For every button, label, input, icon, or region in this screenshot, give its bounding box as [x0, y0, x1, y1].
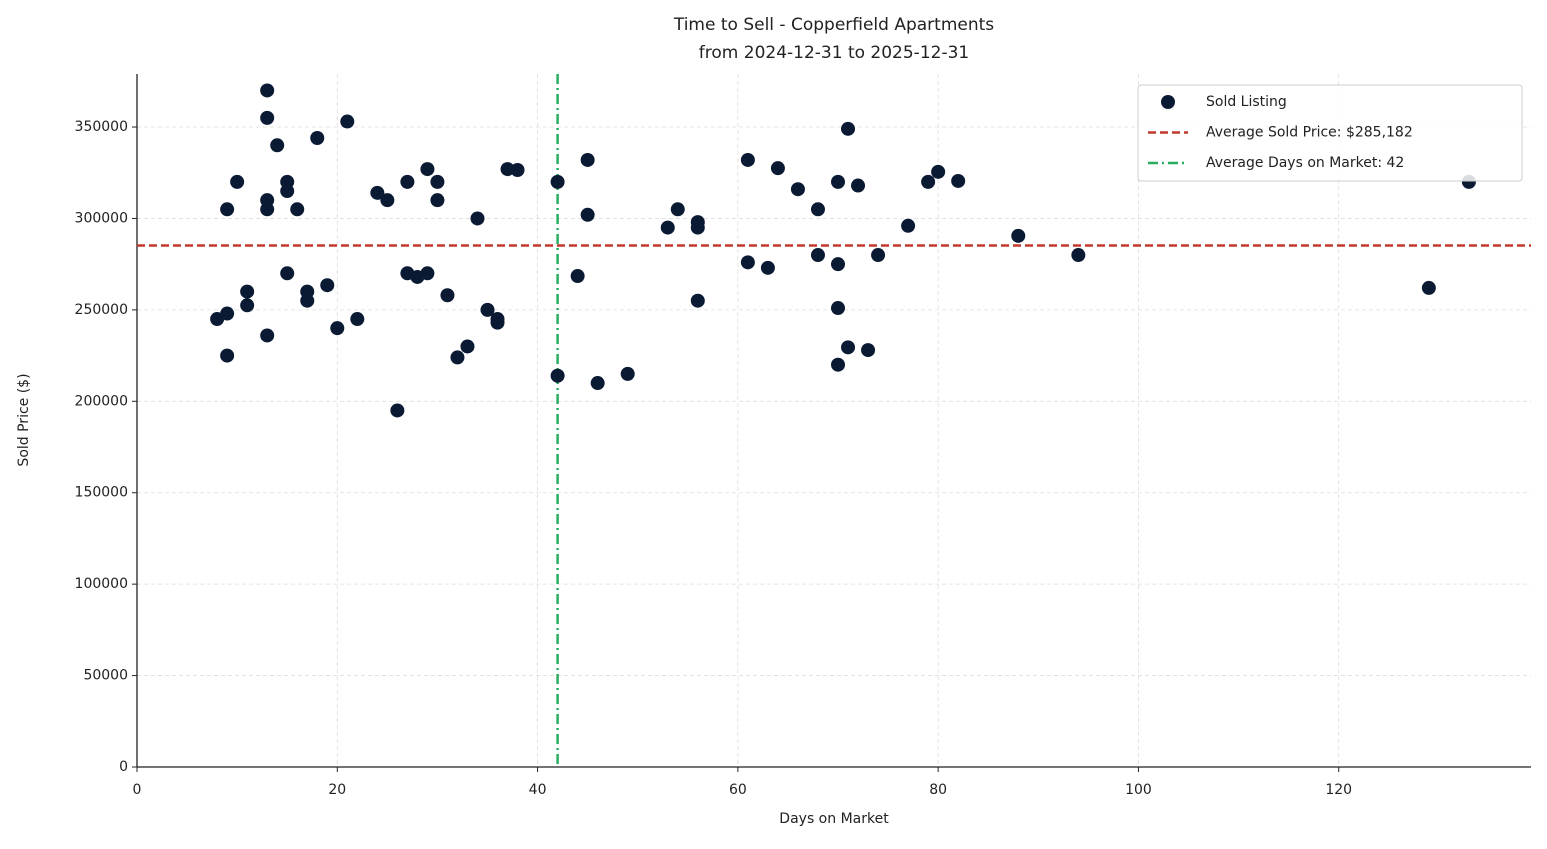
- legend-label: Average Days on Market: 42: [1206, 155, 1404, 171]
- point: [931, 164, 946, 179]
- point: [380, 193, 395, 208]
- point: [480, 302, 495, 317]
- legend-box: [1137, 84, 1523, 182]
- legend-marker: [1161, 95, 1175, 109]
- point: [430, 193, 445, 208]
- point: [1011, 228, 1026, 243]
- point: [590, 376, 605, 391]
- point: [760, 260, 775, 275]
- point: [770, 161, 785, 176]
- legend-label: Average Sold Price: $285,182: [1206, 125, 1413, 141]
- point: [330, 321, 345, 336]
- point: [580, 207, 595, 222]
- point: [831, 301, 846, 316]
- point: [220, 202, 235, 217]
- y-axis-label: Sold Price ($): [16, 373, 32, 466]
- point: [550, 368, 565, 383]
- y-tick-label: 300000: [75, 210, 128, 226]
- point: [240, 284, 255, 299]
- point: [740, 152, 755, 167]
- point: [350, 312, 365, 327]
- point: [901, 218, 916, 233]
- point: [1071, 248, 1086, 263]
- point: [921, 174, 936, 189]
- point: [690, 220, 705, 235]
- point: [470, 211, 485, 226]
- y-tick-label: 100000: [75, 576, 128, 592]
- point: [831, 174, 846, 189]
- point: [450, 350, 465, 365]
- y-tick-label: 250000: [75, 302, 128, 318]
- point: [570, 269, 585, 284]
- point: [1421, 280, 1436, 295]
- point: [310, 130, 325, 145]
- x-tick-label: 40: [529, 782, 547, 798]
- point: [420, 162, 435, 177]
- point: [230, 174, 245, 189]
- point: [280, 184, 295, 199]
- point: [690, 293, 705, 308]
- point: [260, 328, 275, 343]
- point: [810, 202, 825, 217]
- point: [260, 202, 275, 217]
- point: [810, 248, 825, 263]
- point: [300, 293, 315, 308]
- point: [460, 339, 475, 354]
- point: [841, 340, 856, 355]
- point: [340, 114, 355, 129]
- y-tick-label: 0: [119, 759, 128, 775]
- point: [490, 315, 505, 330]
- chart-subtitle: from 2024-12-31 to 2025-12-31: [699, 43, 969, 63]
- point: [320, 278, 335, 293]
- point: [851, 178, 866, 193]
- point: [580, 152, 595, 167]
- point: [510, 162, 525, 177]
- point: [861, 343, 876, 358]
- point: [740, 255, 755, 270]
- point: [430, 174, 445, 189]
- point: [370, 185, 385, 200]
- point: [260, 110, 275, 125]
- point: [670, 202, 685, 217]
- x-tick-label: 60: [729, 782, 747, 798]
- y-tick-label: 200000: [75, 393, 128, 409]
- point: [871, 248, 886, 263]
- point: [831, 257, 846, 272]
- x-tick-label: 20: [328, 782, 346, 798]
- point: [420, 266, 435, 281]
- y-tick-label: 50000: [83, 668, 128, 684]
- y-tick-label: 150000: [75, 485, 128, 501]
- point: [831, 357, 846, 372]
- x-tick-label: 80: [929, 782, 947, 798]
- point: [951, 173, 966, 188]
- point: [440, 288, 455, 303]
- point: [500, 162, 515, 177]
- point: [290, 202, 305, 217]
- point: [240, 298, 255, 313]
- point: [620, 366, 635, 381]
- x-tick-label: 120: [1325, 782, 1352, 798]
- x-tick-label: 100: [1125, 782, 1152, 798]
- point: [260, 83, 275, 98]
- point: [660, 220, 675, 235]
- point: [790, 182, 805, 197]
- point: [550, 174, 565, 189]
- chart-title: Time to Sell - Copperfield Apartments: [673, 15, 994, 35]
- y-tick-label: 350000: [75, 119, 128, 135]
- x-tick-label: 0: [133, 782, 142, 798]
- point: [220, 348, 235, 363]
- legend-label: Sold Listing: [1206, 94, 1287, 110]
- point: [220, 306, 235, 321]
- point: [400, 174, 415, 189]
- point: [841, 121, 856, 136]
- point: [280, 266, 295, 281]
- point: [390, 403, 405, 418]
- point: [270, 138, 285, 153]
- x-axis-label: Days on Market: [779, 811, 889, 827]
